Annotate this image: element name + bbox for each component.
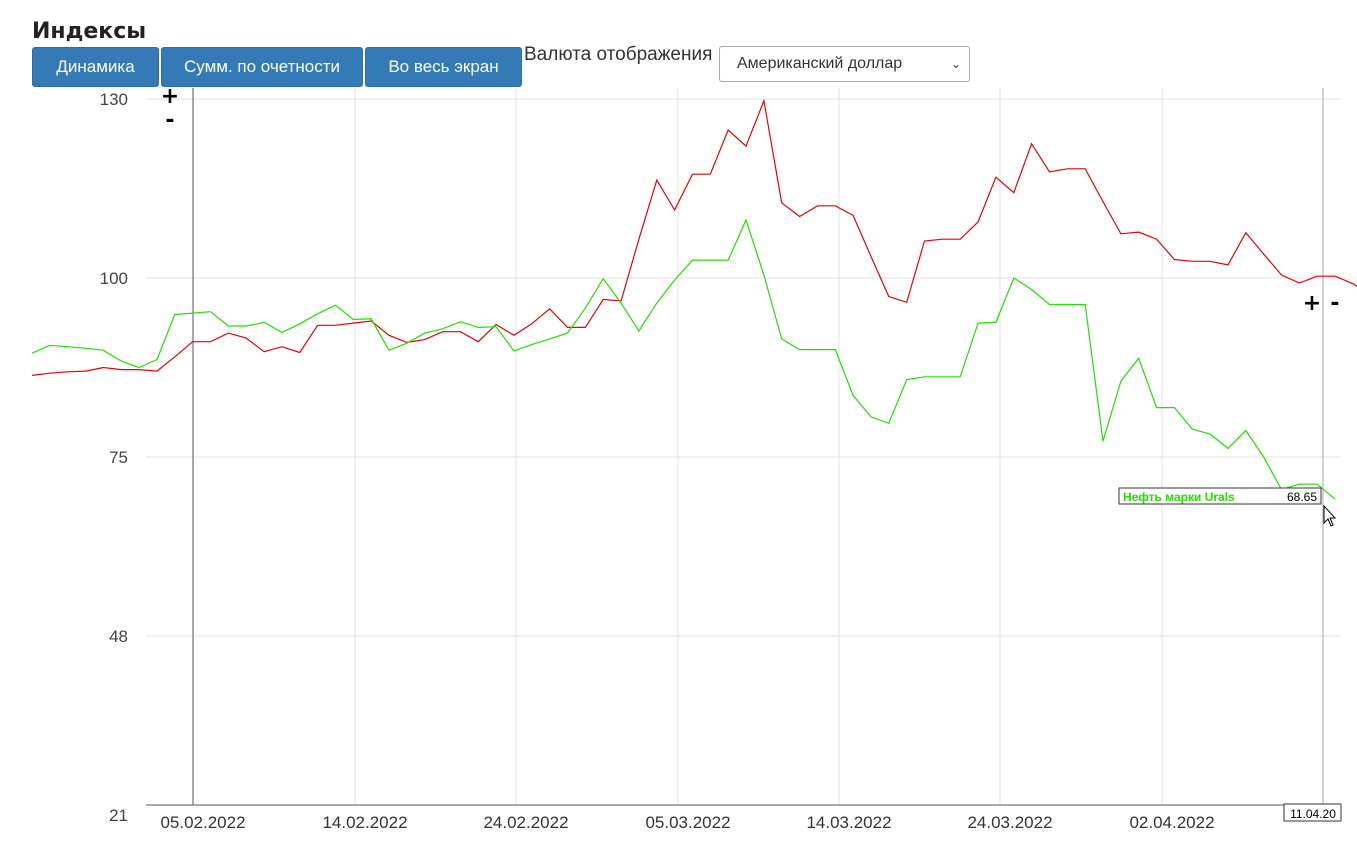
series-line-0[interactable]: [31, 98, 1357, 376]
x-tick-label: 14.02.2022: [322, 813, 407, 832]
zoom-in-left-button[interactable]: +: [161, 84, 179, 109]
x-tick-label: 24.03.2022: [967, 813, 1052, 832]
date-tooltip-value: 11.04.20: [1290, 807, 1336, 821]
y-tick-label: 130: [100, 90, 128, 109]
y-tick-label: 48: [109, 627, 128, 646]
page-title: Индексы: [32, 19, 147, 44]
zoom-in-right-button[interactable]: +: [1303, 291, 1321, 316]
x-tick-label: 02.04.2022: [1129, 813, 1214, 832]
chevron-down-icon: ⌄: [950, 57, 961, 71]
x-tick-label: 05.02.2022: [160, 813, 245, 832]
dynamics-button[interactable]: Динамика: [32, 47, 159, 87]
date-tooltip-box: [1283, 803, 1342, 822]
tooltip-box: [1118, 487, 1322, 505]
currency-label: Валюта отображения: [524, 44, 713, 65]
currency-select-value: Американский доллар: [737, 55, 903, 72]
x-tick-label: 24.02.2022: [483, 813, 568, 832]
cumulative-button[interactable]: Сумм. по очетности: [161, 47, 363, 87]
series-line-1[interactable]: [31, 218, 1336, 500]
y-tick-label: 21: [109, 806, 128, 825]
tooltip-value: 68.65: [1287, 490, 1317, 504]
x-tick-label: 05.03.2022: [645, 813, 730, 832]
tooltip-series-name: Нефть марки Urals: [1123, 490, 1235, 504]
mouse-pointer-icon: [1323, 504, 1337, 527]
x-tick-label: 14.03.2022: [806, 813, 891, 832]
currency-select[interactable]: Американский доллар ⌄: [719, 46, 970, 82]
zoom-out-right-button[interactable]: -: [1330, 291, 1339, 316]
zoom-out-left-button[interactable]: -: [165, 108, 174, 133]
fullscreen-button[interactable]: Во весь экран: [365, 47, 522, 87]
y-tick-label: 75: [109, 448, 128, 467]
y-tick-label: 100: [100, 269, 128, 288]
